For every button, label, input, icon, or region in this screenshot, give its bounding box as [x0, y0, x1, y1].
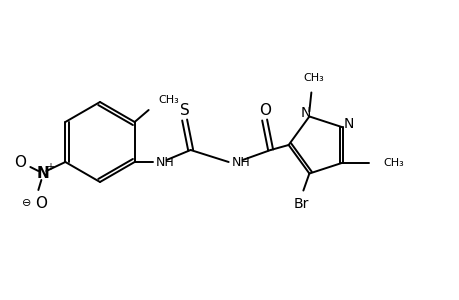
Text: Br: Br [293, 196, 308, 211]
Text: ⊖: ⊖ [22, 198, 31, 208]
Text: NH: NH [231, 155, 250, 169]
Text: CH₃: CH₃ [382, 158, 403, 168]
Text: O: O [258, 103, 270, 118]
Text: N: N [37, 167, 50, 182]
Text: S: S [179, 103, 189, 118]
Text: NH: NH [155, 155, 174, 169]
Text: CH₃: CH₃ [158, 95, 179, 105]
Text: CH₃: CH₃ [302, 74, 323, 83]
Text: +: + [46, 162, 54, 172]
Text: N: N [343, 117, 353, 131]
Text: O: O [35, 196, 47, 211]
Text: N: N [300, 106, 310, 121]
Text: O: O [14, 154, 26, 169]
